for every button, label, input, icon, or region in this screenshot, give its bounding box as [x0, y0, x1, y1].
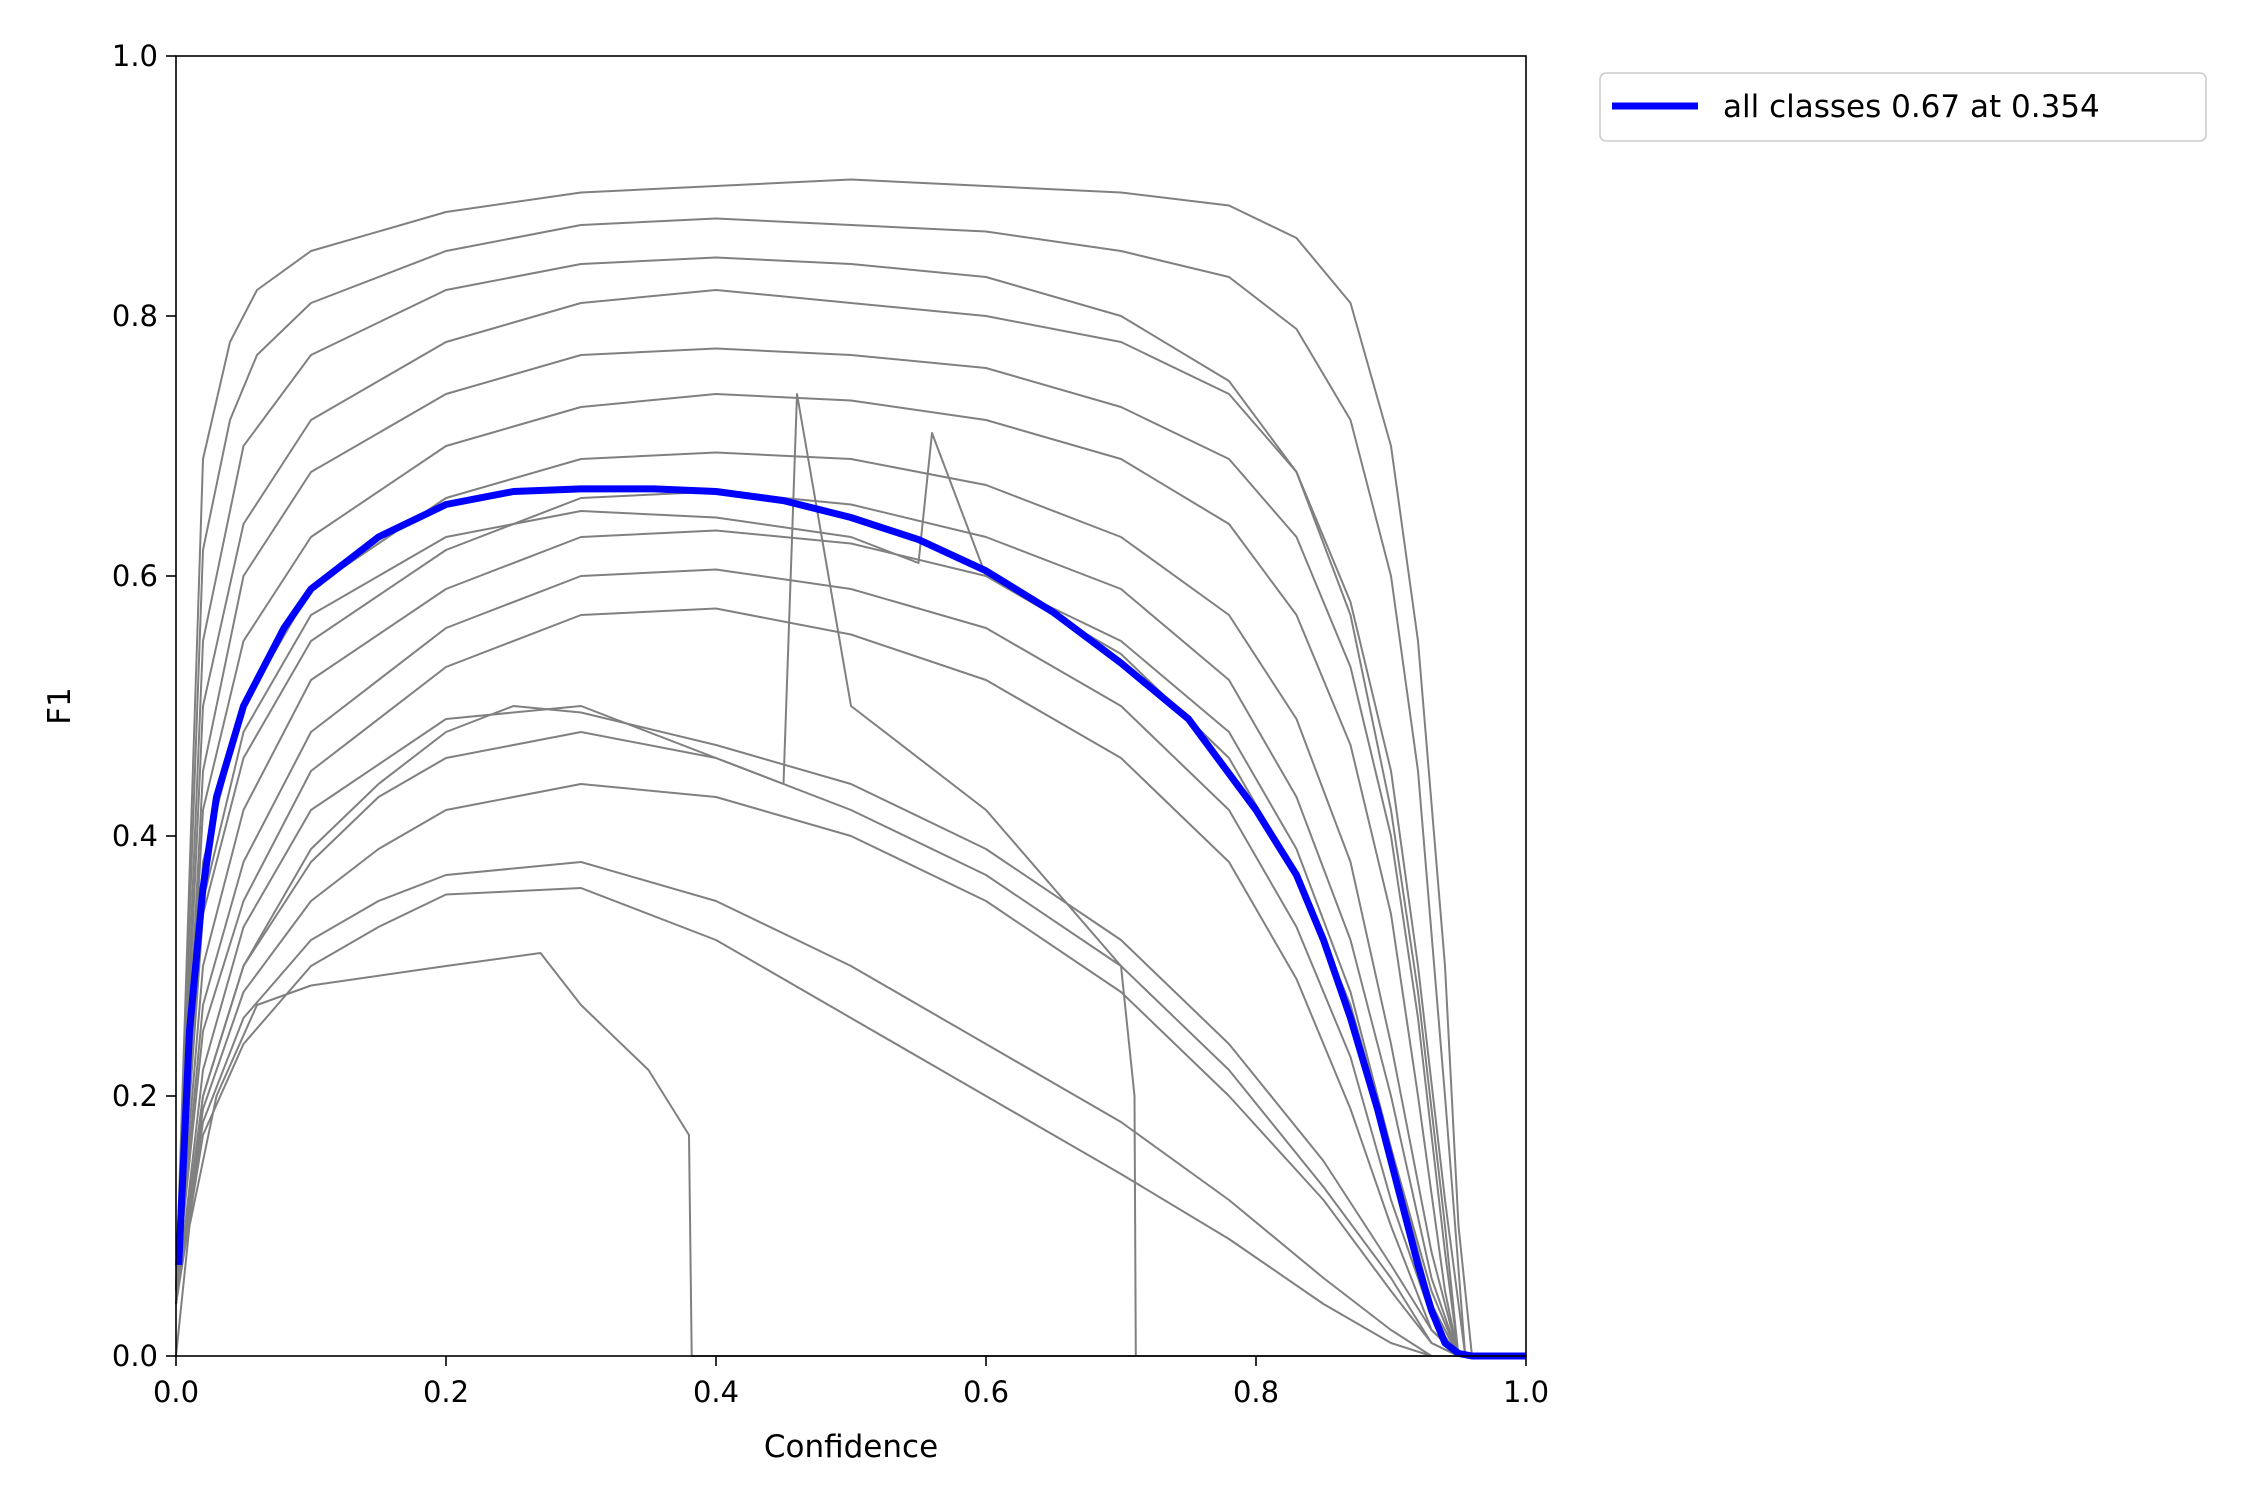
series-line-class-4	[175, 289, 1526, 1357]
series-line-class-15	[175, 861, 1526, 1357]
legend-entry-all-classes: all classes 0.67 at 0.354	[1723, 89, 2100, 125]
y-tick-label: 1.0	[112, 39, 158, 73]
series-line-all-classes	[175, 485, 1526, 1360]
plot-frame	[175, 55, 1527, 1357]
x-tick-label: 0.8	[1233, 1375, 1279, 1409]
y-tick-label: 0.6	[112, 559, 158, 593]
series-line-class-13	[175, 731, 1526, 1357]
y-tick-label: 0.8	[112, 299, 158, 333]
legend-frame	[1599, 72, 2207, 142]
x-axis-label: Confidence	[764, 1429, 938, 1465]
series-line-class-17	[175, 952, 1526, 1357]
series-line-class-18	[175, 432, 1526, 1357]
legend: all classes 0.67 at 0.354	[1599, 72, 2207, 142]
series-line-class-14	[175, 783, 1526, 1357]
series-line-class-12	[175, 705, 1526, 1357]
series-line-class-11	[175, 607, 1526, 1357]
series-line-class-7	[175, 451, 1526, 1357]
y-tick-label: 0.4	[112, 819, 158, 853]
series-line-class-1	[175, 178, 1526, 1357]
series-line-class-8	[175, 490, 1526, 1357]
plot-area	[175, 178, 1526, 1360]
y-tick-label: 0.0	[112, 1339, 158, 1373]
x-tick-label: 0.4	[693, 1375, 739, 1409]
series-line-class-16	[175, 887, 1526, 1357]
series-line-class-6	[175, 393, 1526, 1357]
series-line-class-2	[175, 217, 1526, 1357]
series-line-class-10	[175, 568, 1526, 1357]
x-tick-label: 1.0	[1503, 1375, 1549, 1409]
x-tick-label: 0.2	[423, 1375, 469, 1409]
y-tick-label: 0.2	[112, 1079, 158, 1113]
series-line-class-3	[175, 256, 1526, 1357]
x-tick-label: 0.0	[153, 1375, 199, 1409]
x-tick-label: 0.6	[963, 1375, 1009, 1409]
axes: 0.00.0 0.2 0.2 0.4 0.4 0.6 0.6 0.8 0.8 1.0 1.0	[112, 39, 1549, 1409]
y-axis-label: F1	[42, 687, 78, 725]
series-line-class-5	[175, 347, 1526, 1357]
